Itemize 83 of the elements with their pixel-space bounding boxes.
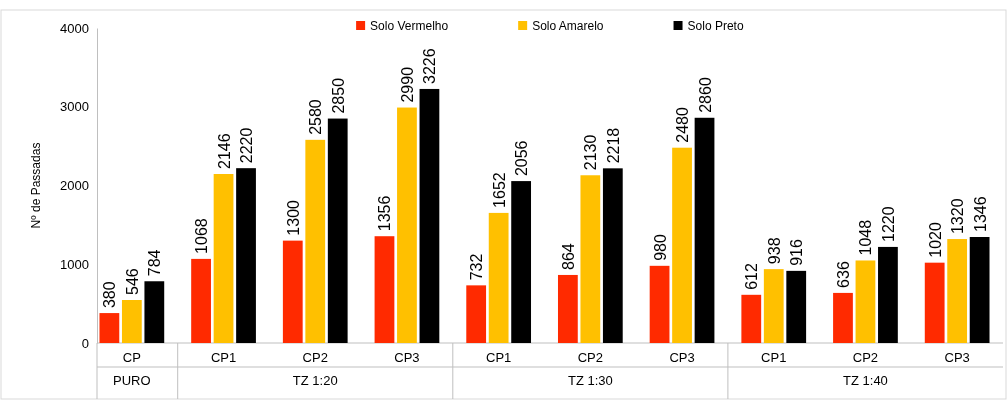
data-label: 784 <box>146 249 164 277</box>
data-label: 636 <box>834 261 852 288</box>
y-axis-title: Nº de Passadas <box>29 142 43 229</box>
text: PURO <box>113 373 151 388</box>
bar <box>602 168 623 343</box>
x-tick-label: CP3 <box>944 350 970 366</box>
y-tick-label: 2000 <box>60 178 89 194</box>
legend-label: Solo Vermelho <box>370 19 449 33</box>
data-label: 2990 <box>398 66 416 103</box>
bar <box>282 240 303 343</box>
data-label: 980 <box>651 234 669 261</box>
data-label: 1346 <box>971 196 989 232</box>
bar <box>305 139 326 343</box>
data-label: 2580 <box>307 99 325 135</box>
x-tick-label: CP1 <box>761 350 787 366</box>
bar <box>466 285 487 343</box>
bar <box>191 258 211 343</box>
bar <box>397 107 417 343</box>
data-label: 1320 <box>949 198 967 235</box>
data-label: 1220 <box>879 206 897 242</box>
bar <box>741 294 762 343</box>
data-label: 916 <box>788 239 806 266</box>
text: TZ 1:20 <box>292 373 338 388</box>
bar <box>833 292 853 343</box>
data-label: 1652 <box>490 172 508 208</box>
x-tick-label: CP3 <box>669 350 695 366</box>
bar <box>236 168 256 343</box>
data-label: 1068 <box>193 218 211 254</box>
bar <box>213 174 234 343</box>
y-tick-label: 4000 <box>60 20 89 36</box>
bar <box>374 236 395 343</box>
bar <box>649 265 670 343</box>
data-label: 2850 <box>329 77 347 114</box>
data-label: 1356 <box>376 195 394 232</box>
x-tick-label: CP2 <box>302 350 328 366</box>
bar <box>557 274 578 343</box>
bar <box>121 300 142 343</box>
y-tick-label: 0 <box>81 335 89 351</box>
bar <box>99 313 120 343</box>
legend-label: Solo Preto <box>687 19 744 33</box>
bar <box>419 88 440 343</box>
y-tick-label: 3000 <box>60 99 89 115</box>
bar <box>924 262 945 343</box>
data-label: 938 <box>765 237 783 265</box>
legend-label: Solo Amarelo <box>532 19 604 33</box>
data-label: 546 <box>123 268 141 295</box>
bar <box>947 239 968 343</box>
y-tick-label: 1000 <box>60 256 89 272</box>
data-label: 2480 <box>674 107 692 143</box>
bar <box>855 260 876 343</box>
bar <box>786 270 807 343</box>
data-label: 3226 <box>421 48 439 84</box>
data-label: 2218 <box>604 127 622 164</box>
data-label: 2220 <box>238 127 256 164</box>
data-label: 2130 <box>582 134 600 171</box>
x-tick-label: CP2 <box>577 350 603 366</box>
data-label: 380 <box>101 281 119 309</box>
bar <box>488 212 509 343</box>
bar <box>327 118 348 343</box>
bar <box>763 269 784 343</box>
data-label: 612 <box>743 263 761 290</box>
bar <box>878 246 898 343</box>
x-tick-label: CP1 <box>210 350 237 366</box>
bar <box>144 281 165 343</box>
data-label: 1020 <box>926 221 944 258</box>
text: TZ 1:40 <box>843 373 888 388</box>
x-tick-label: CP1 <box>486 350 512 366</box>
data-label: 864 <box>559 243 577 270</box>
bar <box>580 175 601 343</box>
bar <box>672 147 692 343</box>
bar <box>694 117 715 343</box>
x-tick-label: CP2 <box>852 350 879 366</box>
data-label: 2860 <box>696 77 714 113</box>
text: TZ 1:30 <box>567 373 613 388</box>
x-tick-label: CP <box>122 350 141 366</box>
data-label: 2146 <box>215 133 233 169</box>
data-label: 1048 <box>857 219 875 256</box>
data-label: 2056 <box>513 140 531 177</box>
data-label: 1300 <box>284 199 302 236</box>
data-label: 732 <box>468 253 486 281</box>
bar <box>969 237 990 343</box>
x-tick-label: CP3 <box>394 350 420 366</box>
bar <box>511 181 532 343</box>
